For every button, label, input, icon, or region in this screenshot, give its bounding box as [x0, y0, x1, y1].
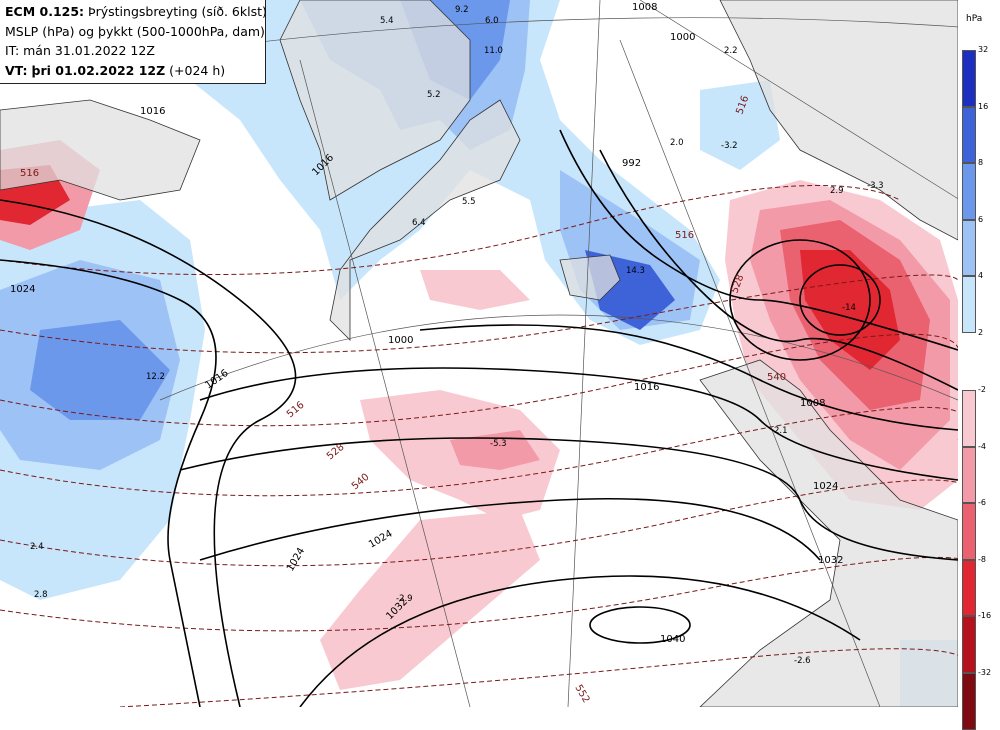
svg-text:5.2: 5.2: [427, 90, 441, 100]
svg-text:5.5: 5.5: [462, 197, 476, 207]
svg-text:2.0: 2.0: [670, 138, 684, 148]
weather-map: 11.0 9.2 6.0 5.4 5.2 14.3 -5.3 -2.9 -14 …: [0, 0, 1000, 707]
legend-swatch: [962, 503, 976, 560]
color-legend: hPa 32 16 8 6 4 2 -2 -4 -6 -8 -16 -32: [958, 0, 1000, 730]
svg-text:2.2: 2.2: [724, 46, 738, 56]
svg-text:5.4: 5.4: [380, 16, 394, 26]
legend-swatch: [962, 616, 976, 673]
svg-text:1024: 1024: [285, 546, 307, 574]
svg-text:1000: 1000: [388, 335, 413, 346]
valid-time-label: VT:: [5, 62, 28, 78]
legend-tick-label: -2: [978, 385, 986, 394]
svg-text:516: 516: [285, 400, 307, 421]
svg-text:12.2: 12.2: [146, 372, 165, 382]
svg-text:1008: 1008: [800, 398, 825, 409]
legend-swatch: [962, 163, 976, 220]
svg-text:-3.2: -3.2: [721, 141, 738, 151]
svg-text:9.2: 9.2: [455, 5, 469, 15]
svg-text:516: 516: [675, 230, 694, 241]
svg-text:11.0: 11.0: [484, 46, 503, 56]
land-masses: [0, 0, 959, 707]
svg-text:1032: 1032: [818, 555, 843, 566]
legend-tick-label: 4: [978, 271, 984, 281]
legend-tick-label: 2: [978, 328, 984, 337]
model-name: ECM 0.125:: [5, 4, 85, 19]
forecast-offset: (+024 h): [169, 62, 226, 78]
legend-tick-label: -32: [978, 668, 992, 677]
legend-swatch: [962, 559, 976, 617]
legend-tick-label: 16: [978, 101, 989, 111]
legend-tick-label: 6: [978, 214, 984, 224]
legend-swatch: [962, 219, 976, 277]
svg-text:1040: 1040: [660, 634, 685, 645]
legend-tick-label: 8: [978, 158, 984, 168]
tendency-labels: 11.0 9.2 6.0 5.4 5.2 14.3 -5.3 -2.9 -14 …: [30, 5, 884, 666]
legend-tick-label: 32: [978, 45, 989, 54]
legend-tick-label: -6: [978, 498, 986, 508]
svg-text:1016: 1016: [634, 382, 659, 393]
svg-text:2.8: 2.8: [34, 590, 48, 600]
field-name: Þrýstingsbreyting (síð. 6klst): [88, 4, 267, 19]
svg-text:1008: 1008: [632, 2, 657, 13]
svg-text:6.0: 6.0: [485, 16, 499, 26]
isobars: [0, 129, 959, 707]
svg-text:1024: 1024: [367, 528, 395, 550]
fields-line: MSLP (hPa) og þykkt (500-1000hPa, dam): [5, 23, 265, 39]
svg-text:1024: 1024: [10, 284, 35, 295]
svg-text:516: 516: [20, 168, 39, 179]
svg-text:-14: -14: [842, 303, 856, 313]
legend-swatch: [962, 50, 976, 107]
map-info-box: ECM 0.125: Þrýstingsbreyting (síð. 6klst…: [0, 0, 267, 84]
legend-swatch: [962, 446, 976, 504]
legend-unit: hPa: [966, 14, 983, 24]
svg-text:2.9: 2.9: [830, 186, 844, 196]
valid-time-line: VT: þri 01.02.2022 12Z (+024 h): [5, 61, 265, 81]
legend-swatch: [962, 673, 976, 730]
svg-text:1016: 1016: [140, 106, 165, 117]
svg-text:2.1: 2.1: [774, 426, 788, 436]
init-time: IT: mán 31.01.2022 12Z: [5, 43, 155, 58]
svg-text:992: 992: [622, 158, 641, 169]
title-line: ECM 0.125: Þrýstingsbreyting (síð. 6klst…: [5, 2, 267, 22]
pressure-fall-shading: [0, 140, 958, 690]
svg-text:-2.6: -2.6: [794, 656, 811, 666]
svg-text:-3.3: -3.3: [867, 181, 884, 191]
svg-text:1024: 1024: [813, 481, 838, 492]
svg-text:540: 540: [350, 472, 372, 493]
valid-time-value: þri 01.02.2022 12Z: [31, 62, 166, 78]
legend-tick-label: -4: [978, 441, 986, 451]
legend-swatch: [962, 276, 976, 333]
svg-text:-2.9: -2.9: [396, 594, 413, 604]
legend-tick-label: -16: [978, 611, 992, 621]
svg-text:552: 552: [572, 683, 591, 705]
svg-text:2.4: 2.4: [30, 542, 44, 552]
svg-text:-5.3: -5.3: [490, 439, 507, 449]
svg-text:1016: 1016: [203, 368, 230, 392]
svg-text:1000: 1000: [670, 32, 695, 43]
svg-text:540: 540: [767, 372, 786, 383]
svg-text:14.3: 14.3: [626, 266, 645, 276]
svg-text:6.4: 6.4: [412, 218, 426, 228]
legend-swatch: [962, 390, 976, 447]
legend-swatch: [962, 106, 976, 164]
legend-tick-label: -8: [978, 554, 986, 564]
isobar-labels: 1008 1000 1016 1016 1000 1016 1008 1024 …: [10, 2, 843, 645]
